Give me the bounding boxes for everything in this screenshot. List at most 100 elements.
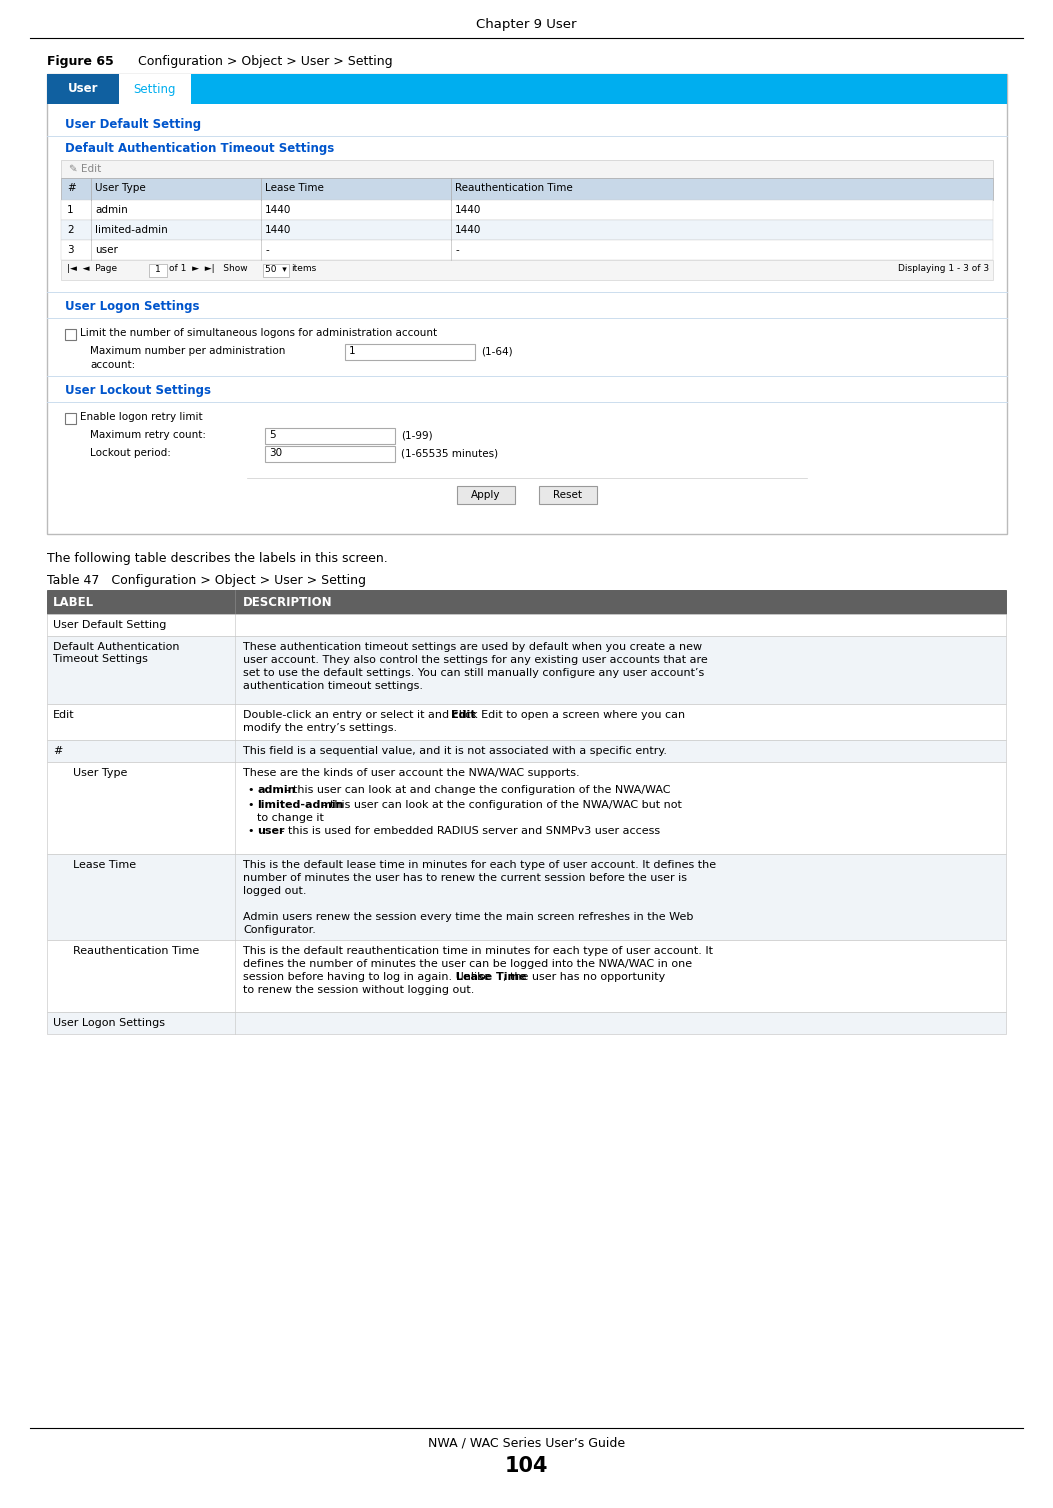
Bar bbox=[345, 344, 475, 360]
Text: This is the default reauthentication time in minutes for each type of user accou: This is the default reauthentication tim… bbox=[243, 946, 713, 956]
Text: User Type: User Type bbox=[95, 182, 145, 193]
Bar bbox=[47, 636, 1006, 704]
Text: of 1  ►  ►|   Show: of 1 ► ►| Show bbox=[168, 264, 247, 273]
Text: Lease Time: Lease Time bbox=[265, 182, 324, 193]
Bar bbox=[65, 413, 76, 424]
Bar bbox=[61, 201, 993, 220]
Text: •: • bbox=[247, 826, 254, 835]
Text: limited-admin: limited-admin bbox=[257, 801, 343, 810]
Text: Maximum number per administration: Maximum number per administration bbox=[90, 345, 285, 356]
Text: User Logon Settings: User Logon Settings bbox=[53, 1018, 165, 1028]
Text: Limit the number of simultaneous logons for administration account: Limit the number of simultaneous logons … bbox=[80, 329, 437, 338]
Text: User Default Setting: User Default Setting bbox=[65, 118, 201, 131]
Text: -: - bbox=[455, 244, 459, 255]
Text: defines the number of minutes the user can be logged into the NWA/WAC in one: defines the number of minutes the user c… bbox=[243, 959, 692, 970]
Text: 1: 1 bbox=[67, 205, 74, 216]
Bar bbox=[47, 854, 1006, 939]
Text: Setting: Setting bbox=[134, 83, 176, 95]
Text: Configuration > Object > User > Setting: Configuration > Object > User > Setting bbox=[138, 54, 393, 68]
Text: 30: 30 bbox=[269, 448, 282, 458]
Text: Chapter 9 User: Chapter 9 User bbox=[476, 18, 577, 32]
Text: 1: 1 bbox=[349, 345, 356, 356]
Bar bbox=[61, 220, 993, 240]
Bar bbox=[47, 614, 1006, 636]
Bar bbox=[265, 446, 395, 461]
Bar bbox=[61, 178, 993, 201]
Text: -: - bbox=[265, 244, 269, 255]
Text: Lease Time: Lease Time bbox=[73, 860, 136, 870]
Bar bbox=[539, 486, 597, 504]
Bar bbox=[65, 329, 76, 339]
Text: limited-admin: limited-admin bbox=[95, 225, 167, 235]
Bar bbox=[47, 704, 1006, 740]
Text: Table 47   Configuration > Object > User > Setting: Table 47 Configuration > Object > User >… bbox=[47, 575, 366, 587]
Text: admin: admin bbox=[95, 205, 127, 216]
Text: , the user has no opportunity: , the user has no opportunity bbox=[502, 973, 665, 982]
Text: #: # bbox=[53, 746, 62, 756]
Text: DESCRIPTION: DESCRIPTION bbox=[243, 596, 333, 609]
Text: number of minutes the user has to renew the current session before the user is: number of minutes the user has to renew … bbox=[243, 873, 687, 884]
Text: to renew the session without logging out.: to renew the session without logging out… bbox=[243, 985, 474, 995]
Text: Default Authentication
Timeout Settings: Default Authentication Timeout Settings bbox=[53, 642, 179, 665]
Text: Double-click an entry or select it and click Edit to open a screen where you can: Double-click an entry or select it and c… bbox=[243, 710, 686, 719]
Text: items: items bbox=[291, 264, 316, 273]
Text: Default Authentication Timeout Settings: Default Authentication Timeout Settings bbox=[65, 142, 334, 155]
Text: User Default Setting: User Default Setting bbox=[53, 620, 166, 630]
Text: 1440: 1440 bbox=[265, 225, 292, 235]
Text: This field is a sequential value, and it is not associated with a specific entry: This field is a sequential value, and it… bbox=[243, 746, 667, 756]
Text: NWA / WAC Series User’s Guide: NWA / WAC Series User’s Guide bbox=[428, 1436, 625, 1449]
Text: Apply: Apply bbox=[472, 490, 501, 501]
Bar bbox=[47, 74, 1007, 104]
Text: Admin users renew the session every time the main screen refreshes in the Web: Admin users renew the session every time… bbox=[243, 912, 693, 921]
Text: User Logon Settings: User Logon Settings bbox=[65, 300, 199, 314]
Text: Displaying 1 - 3 of 3: Displaying 1 - 3 of 3 bbox=[898, 264, 989, 273]
Text: Reauthentication Time: Reauthentication Time bbox=[455, 182, 573, 193]
Text: (1-64): (1-64) bbox=[481, 345, 513, 356]
Text: 1440: 1440 bbox=[455, 225, 481, 235]
Text: These authentication timeout settings are used by default when you create a new: These authentication timeout settings ar… bbox=[243, 642, 702, 651]
Bar bbox=[457, 486, 515, 504]
Text: (1-99): (1-99) bbox=[401, 430, 433, 440]
Text: (1-65535 minutes): (1-65535 minutes) bbox=[401, 448, 498, 458]
Text: Reset: Reset bbox=[554, 490, 582, 501]
Text: #: # bbox=[67, 182, 76, 193]
Text: 104: 104 bbox=[504, 1457, 549, 1476]
Text: logged out.: logged out. bbox=[243, 887, 306, 896]
Text: 50  ▾: 50 ▾ bbox=[265, 265, 286, 274]
Text: 1440: 1440 bbox=[265, 205, 292, 216]
Text: user: user bbox=[95, 244, 118, 255]
Text: - this is used for embedded RADIUS server and SNMPv3 user access: - this is used for embedded RADIUS serve… bbox=[278, 826, 660, 835]
Text: •: • bbox=[247, 786, 254, 795]
Bar bbox=[47, 1012, 1006, 1034]
Text: •: • bbox=[247, 801, 254, 810]
Text: Enable logon retry limit: Enable logon retry limit bbox=[80, 412, 202, 422]
Text: 1440: 1440 bbox=[455, 205, 481, 216]
Text: Lockout period:: Lockout period: bbox=[90, 448, 171, 458]
Text: modify the entry’s settings.: modify the entry’s settings. bbox=[243, 722, 397, 733]
Text: LABEL: LABEL bbox=[53, 596, 94, 609]
Bar bbox=[47, 74, 119, 104]
Bar bbox=[61, 160, 993, 178]
Bar bbox=[263, 264, 289, 277]
Text: Maximum retry count:: Maximum retry count: bbox=[90, 430, 206, 440]
Text: The following table describes the labels in this screen.: The following table describes the labels… bbox=[47, 552, 388, 566]
Text: Edit: Edit bbox=[451, 710, 475, 719]
Bar bbox=[150, 264, 167, 277]
Bar bbox=[61, 259, 993, 280]
Text: Reauthentication Time: Reauthentication Time bbox=[73, 946, 199, 956]
Text: 1: 1 bbox=[155, 265, 161, 274]
Text: authentication timeout settings.: authentication timeout settings. bbox=[243, 682, 423, 691]
Text: Lease Time: Lease Time bbox=[456, 973, 526, 982]
Text: account:: account: bbox=[90, 360, 135, 369]
Text: to change it: to change it bbox=[257, 813, 324, 823]
Text: 2: 2 bbox=[67, 225, 74, 235]
Text: 3: 3 bbox=[67, 244, 74, 255]
Text: session before having to log in again. Unlike: session before having to log in again. U… bbox=[243, 973, 494, 982]
Bar bbox=[61, 240, 993, 259]
Text: User: User bbox=[67, 83, 98, 95]
Text: User Type: User Type bbox=[73, 768, 127, 778]
Text: ✎ Edit: ✎ Edit bbox=[69, 164, 101, 173]
Text: |◄  ◄  Page: |◄ ◄ Page bbox=[67, 264, 117, 273]
Text: set to use the default settings. You can still manually configure any user accou: set to use the default settings. You can… bbox=[243, 668, 704, 679]
Text: user account. They also control the settings for any existing user accounts that: user account. They also control the sett… bbox=[243, 654, 708, 665]
